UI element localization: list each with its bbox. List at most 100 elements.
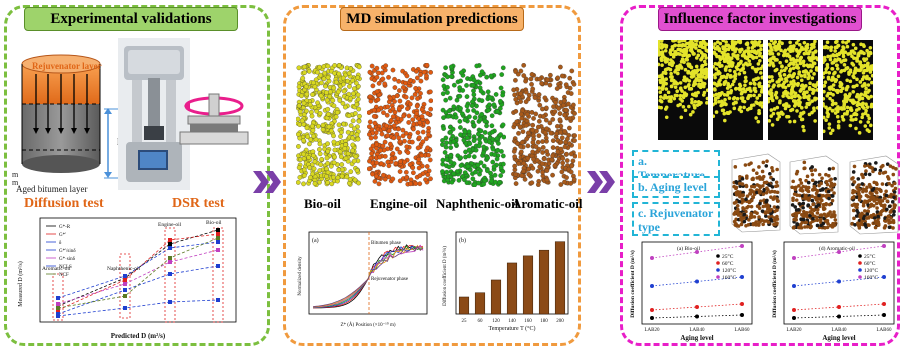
molecule-dot — [660, 63, 664, 67]
molecule-dot — [745, 205, 749, 210]
molecule-dot — [296, 144, 301, 149]
temperature-snapshot-3 — [768, 40, 818, 140]
y-axis-label: Diffusion coefficient D (m²/s) — [629, 250, 636, 318]
molecule-dot — [869, 94, 873, 99]
molecule-dot — [332, 63, 337, 68]
molecule-dot — [809, 58, 814, 63]
molecule-dot — [735, 181, 739, 185]
molecule-dot — [839, 88, 843, 93]
molecule-dot — [872, 216, 877, 220]
molecule-dot — [825, 65, 830, 70]
molecule-dot — [876, 214, 881, 219]
molecule-dot — [297, 122, 303, 127]
molecule-dot — [867, 172, 872, 177]
molecule-dot — [749, 211, 753, 216]
molecule-dot — [393, 161, 399, 166]
molecule-dot — [540, 145, 546, 150]
molecule-dot — [428, 89, 433, 95]
molecule-dot — [805, 224, 810, 229]
molecule-dot — [856, 221, 860, 226]
molecule-dot — [855, 195, 859, 200]
molecule-dot — [826, 173, 831, 178]
molecule-dot — [341, 121, 347, 127]
molecule-dot — [540, 169, 545, 175]
molecule-dot — [768, 75, 772, 79]
molecule-dot — [386, 74, 391, 80]
molecule-dot — [396, 106, 402, 112]
molecule-dot — [864, 57, 869, 61]
molecule-dot — [864, 86, 868, 91]
molecule-dot — [482, 130, 488, 135]
molecule-dot — [539, 161, 545, 167]
chevron-right-icon — [587, 171, 615, 193]
molecule-dot — [845, 105, 850, 110]
data-point — [123, 282, 127, 286]
molecule-dot — [829, 177, 833, 182]
molecule-dot — [770, 185, 775, 189]
molecule-dot — [860, 104, 865, 109]
legend-label: NCLS — [59, 265, 72, 270]
molecule-dot — [752, 103, 756, 107]
y-axis-label: Normalized density — [298, 256, 303, 296]
molecule-dot — [793, 205, 798, 209]
molecule-dot — [559, 169, 565, 175]
molecule-dot — [809, 168, 814, 173]
molecule-dot — [810, 194, 814, 199]
molecule-dot — [658, 86, 661, 90]
molecule-dot — [386, 163, 392, 169]
molecule-dot — [869, 165, 873, 170]
bar — [538, 249, 550, 315]
molecule-dot — [714, 67, 719, 71]
panel-tag: (a) — [312, 237, 319, 244]
molecule-dot — [768, 171, 772, 176]
molecule-dot — [794, 198, 799, 202]
molecule-dot — [771, 111, 776, 116]
molecule-dot — [780, 83, 785, 88]
molecule-dot — [764, 214, 768, 218]
molecule-dot — [743, 163, 748, 167]
molecule-dot — [526, 171, 532, 177]
x-tick-label: LAB20 — [645, 328, 661, 333]
molecule-dot — [835, 66, 840, 71]
series-line — [793, 245, 885, 259]
molecule-dot — [782, 73, 787, 77]
molecule-dot — [789, 108, 793, 113]
molecule-dot — [836, 43, 841, 48]
molecule-dot — [850, 203, 855, 208]
molecule-dot — [498, 165, 504, 171]
molecule-dot — [330, 98, 336, 103]
molecule-dot — [785, 114, 789, 119]
molecule-dot — [725, 73, 730, 77]
molecule-dot — [301, 138, 306, 143]
data-point — [650, 256, 654, 260]
diffusion-cylinder-diagram — [21, 54, 101, 173]
molecule-dot — [758, 58, 762, 63]
molecule-dot — [821, 221, 826, 226]
molecule-dot — [841, 51, 846, 56]
molecule-dot — [440, 107, 446, 113]
molecule-dot — [875, 197, 880, 202]
molecule-dot — [395, 126, 401, 132]
molecule-dot — [318, 93, 324, 99]
molecule-dot — [352, 111, 358, 116]
molecule-dot — [385, 104, 391, 110]
molecule-dot — [663, 48, 668, 53]
molecule-dot — [529, 180, 535, 186]
molecule-dot — [802, 95, 806, 100]
molecule-dot — [875, 187, 879, 191]
data-point — [123, 274, 127, 278]
molecule-dot — [530, 149, 536, 155]
molecule-dot — [516, 161, 521, 166]
molecule-dot — [756, 49, 761, 53]
molecule-dot — [671, 40, 675, 43]
molecule-dot — [444, 169, 450, 175]
molecule-dot — [851, 208, 856, 213]
molecule-dot — [339, 173, 345, 179]
molecule-dot — [878, 168, 883, 173]
molecule-dot — [398, 159, 403, 164]
molecule-dot — [660, 54, 665, 58]
molecule-dot — [884, 193, 889, 198]
molecule-dot — [299, 118, 305, 124]
molecule-dot — [808, 81, 812, 85]
molecule-dot — [699, 69, 704, 74]
